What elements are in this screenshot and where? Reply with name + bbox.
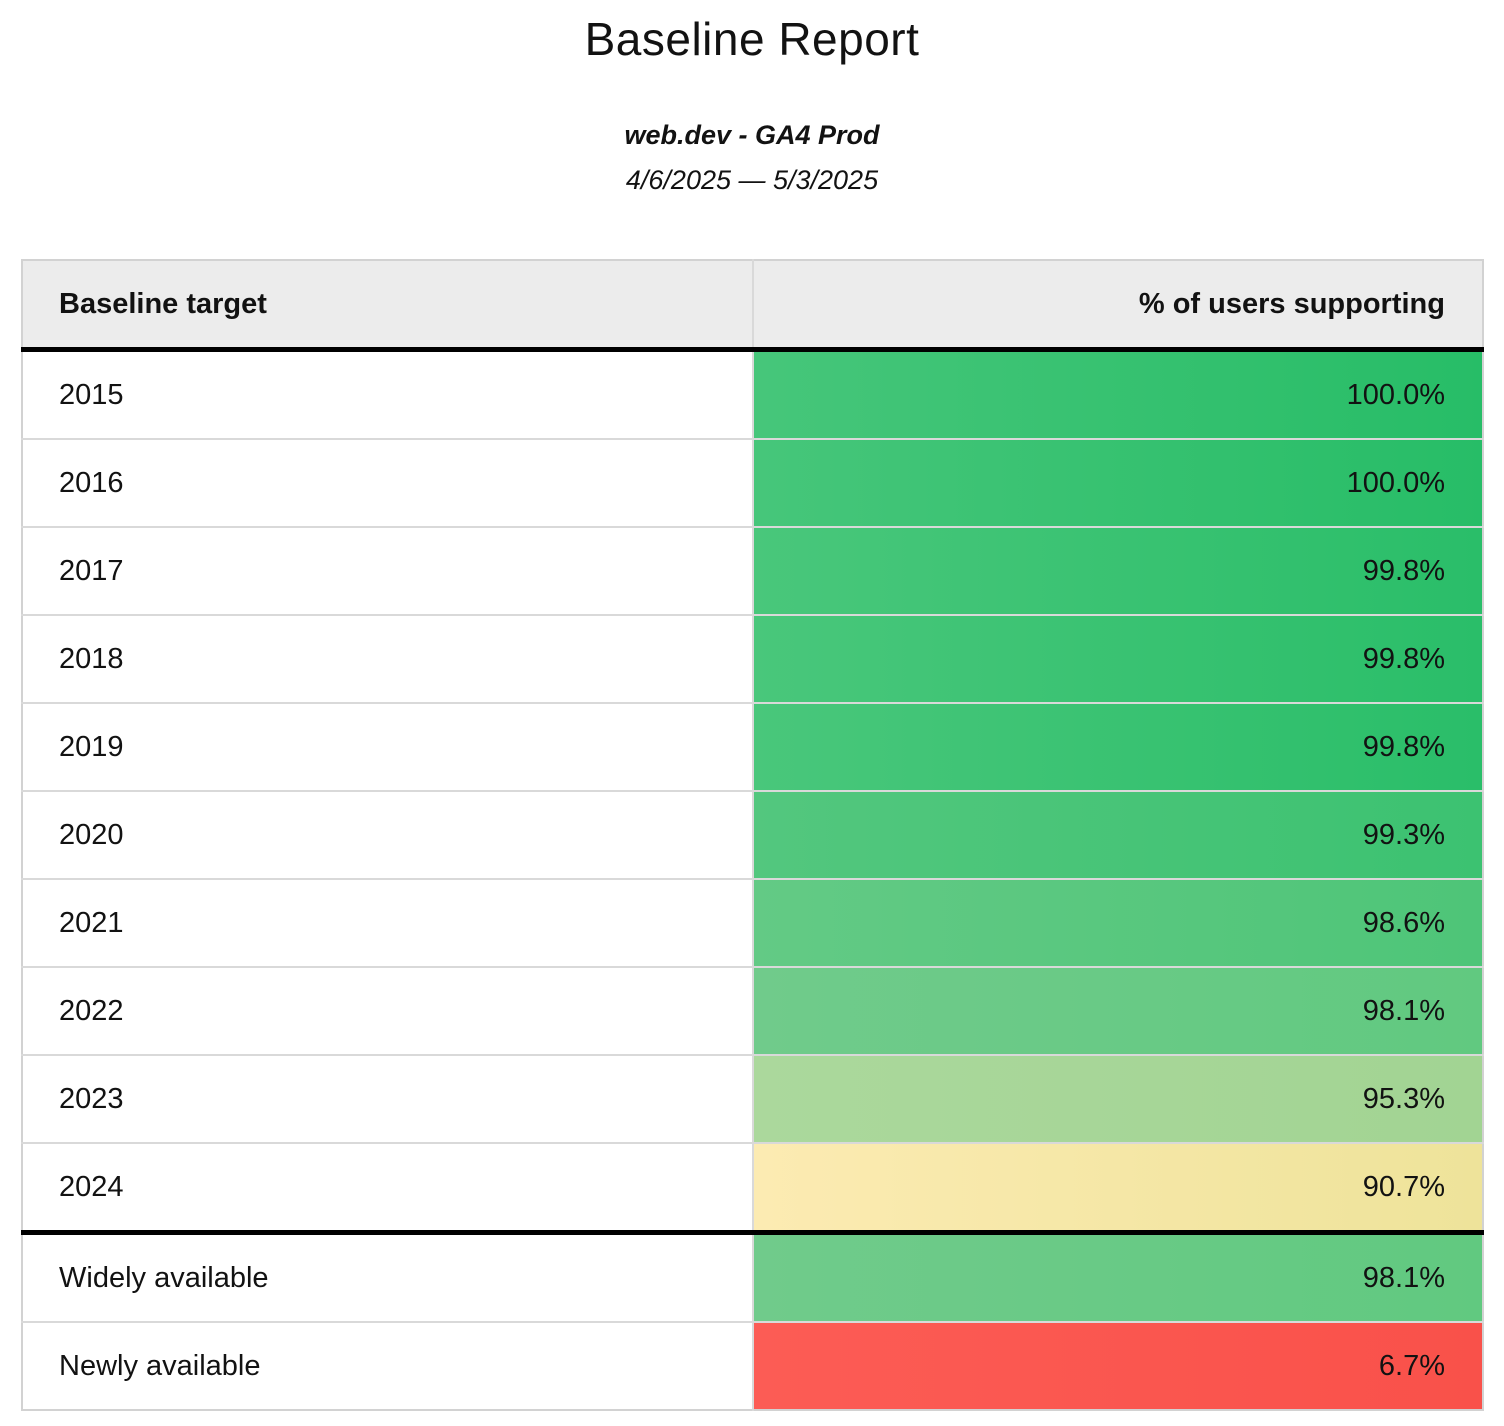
table-row: Newly available 6.7% xyxy=(22,1322,1483,1410)
percent-cell: 100.0% xyxy=(751,439,1483,528)
percent-cell: 100.0% xyxy=(751,349,1483,440)
baseline-target-cell: 2017 xyxy=(22,527,753,616)
page-title: Baseline Report xyxy=(584,13,920,65)
baseline-target-cell: 2016 xyxy=(22,439,753,528)
column-header-baseline-target: Baseline target xyxy=(22,260,753,352)
baseline-target-cell: 2020 xyxy=(22,791,753,880)
table-row: 2016 100.0% xyxy=(22,439,1483,528)
baseline-target-cell: 2015 xyxy=(22,349,753,440)
table-row: 2021 98.6% xyxy=(22,879,1483,968)
baseline-target-cell: Widely available xyxy=(22,1232,753,1323)
table-body: 2015 100.0% 2016 100.0% 2017 99.8% 2018 99.8% 20… xyxy=(22,349,1483,1410)
baseline-target-cell: 2022 xyxy=(22,967,753,1056)
baseline-target-cell: 2023 xyxy=(22,1055,753,1144)
percent-cell: 99.3% xyxy=(751,791,1483,880)
baseline-target-cell: Newly available xyxy=(59,1349,261,1382)
percent-cell: 98.1% xyxy=(751,967,1483,1056)
table-row: 2015 100.0% xyxy=(22,349,1483,440)
baseline-target-cell: 2019 xyxy=(22,703,753,792)
percent-cell: 98.1% xyxy=(751,1232,1483,1323)
percent-cell: 99.8% xyxy=(751,615,1483,704)
table-row: 2022 98.1% xyxy=(22,967,1483,1056)
percent-cell: 98.6% xyxy=(751,879,1483,968)
baseline-target-cell: 2024 xyxy=(22,1143,753,1235)
table-row: Widely available 98.1% xyxy=(22,1232,1483,1323)
table-row: 2017 99.8% xyxy=(22,527,1483,616)
baseline-target-cell: 2021 xyxy=(22,879,753,968)
column-header-percent-supporting: % of users supporting xyxy=(751,260,1483,352)
percent-cell: 99.8% xyxy=(751,703,1483,792)
table-row: 2024 90.7% xyxy=(22,1143,1483,1235)
percent-cell: 6.7% xyxy=(751,1322,1483,1410)
table-row: 2018 99.8% xyxy=(22,615,1483,704)
table-header-row: Baseline target % of users supporting xyxy=(22,260,1483,352)
table-row: 2020 99.3% xyxy=(22,791,1483,880)
percent-cell: 99.8% xyxy=(751,527,1483,616)
baseline-target-cell: 2018 xyxy=(22,615,753,704)
table-row: 2023 95.3% xyxy=(22,1055,1483,1144)
percent-cell: 90.7% xyxy=(751,1143,1483,1235)
table-row: 2019 99.8% xyxy=(22,703,1483,792)
baseline-table: Baseline target % of users supporting 20… xyxy=(21,259,1484,1411)
table-header: Baseline target % of users supporting xyxy=(22,260,1483,352)
percent-cell: 95.3% xyxy=(751,1055,1483,1144)
report-subtitle: web.dev - GA4 Prod xyxy=(624,120,880,150)
report-date-range: 4/6/2025 — 5/3/2025 xyxy=(625,165,879,195)
